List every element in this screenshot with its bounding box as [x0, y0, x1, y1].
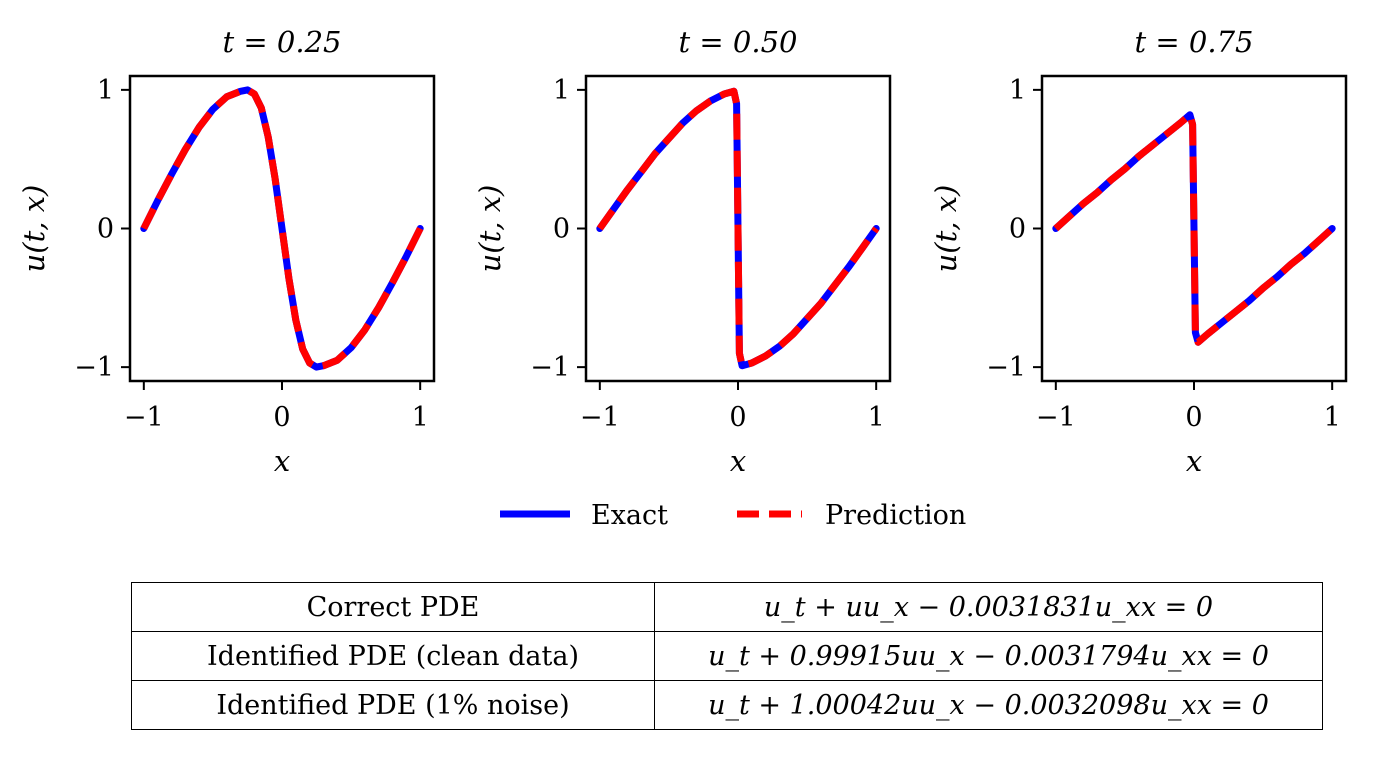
table-cell-label: Identified PDE (clean data) — [131, 631, 655, 681]
legend: Exact Prediction — [500, 500, 966, 531]
y-tick-label: 1 — [97, 75, 114, 106]
y-tick-label: 1 — [553, 75, 570, 106]
y-tick-label: −1 — [986, 352, 1026, 383]
x-tick-label: 0 — [1185, 402, 1202, 433]
x-tick-label: 1 — [412, 402, 429, 433]
y-axis-label: u(t, x) — [17, 185, 51, 273]
table-row: Identified PDE (1% noise) u_t + 1.00042u… — [131, 680, 1323, 730]
chart-title: t = 0.25 — [223, 25, 342, 59]
table-row: Correct PDE u_t + uu_x − 0.0031831u_xx =… — [131, 582, 1323, 632]
y-axis-label: u(t, x) — [473, 185, 507, 273]
series-line-prediction — [140, 86, 424, 371]
table-cell-equation: u_t + 1.00042uu_x − 0.0032098u_xx = 0 — [654, 680, 1323, 730]
x-tick-label: −1 — [1036, 402, 1076, 433]
y-tick-label: −1 — [74, 352, 114, 383]
x-tick-label: −1 — [124, 402, 164, 433]
x-tick-label: 0 — [729, 402, 746, 433]
pde-comparison-table: Correct PDE u_t + uu_x − 0.0031831u_xx =… — [131, 582, 1323, 730]
y-tick-label: 0 — [97, 214, 114, 245]
y-tick-label: 0 — [553, 214, 570, 245]
chart-panel: −1 0 1 −1 0 1 t = 0.75 x u(t, x) — [929, 25, 1348, 478]
chart-title: t = 0.75 — [1135, 25, 1254, 59]
table-row: Identified PDE (clean data) u_t + 0.9991… — [131, 631, 1323, 681]
chart-panel: −1 0 1 −1 0 1 t = 0.25 x u(t, x) — [17, 25, 436, 478]
legend-label-prediction: Prediction — [825, 500, 966, 531]
y-tick-label: 0 — [1009, 214, 1026, 245]
legend-label-exact: Exact — [591, 500, 668, 531]
x-tick-label: 1 — [868, 402, 885, 433]
series-line-prediction — [596, 87, 880, 370]
x-tick-label: −1 — [580, 402, 620, 433]
x-axis-label: x — [1186, 444, 1202, 478]
table-cell-label: Identified PDE (1% noise) — [131, 680, 655, 730]
chart-panel: −1 0 1 −1 0 1 t = 0.50 x u(t, x) — [473, 25, 892, 478]
x-tick-label: 0 — [273, 402, 290, 433]
y-tick-label: 1 — [1009, 75, 1026, 106]
series-line-exact — [140, 86, 424, 371]
table-cell-label: Correct PDE — [131, 582, 655, 632]
y-tick-label: −1 — [530, 352, 570, 383]
x-axis-label: x — [730, 444, 746, 478]
table-cell-equation: u_t + 0.99915uu_x − 0.0031794u_xx = 0 — [654, 631, 1323, 681]
series-line-prediction — [1053, 111, 1335, 346]
figure: −1 0 1 −1 0 1 t = 0.25 x u(t, x) −1 0 1 −1 0 1 t = 0.50… — [17, 25, 1348, 531]
x-tick-label: 1 — [1324, 402, 1341, 433]
chart-title: t = 0.50 — [679, 25, 798, 59]
x-axis-label: x — [274, 444, 290, 478]
table-cell-equation: u_t + uu_x − 0.0031831u_xx = 0 — [654, 582, 1323, 632]
y-axis-label: u(t, x) — [929, 185, 963, 273]
